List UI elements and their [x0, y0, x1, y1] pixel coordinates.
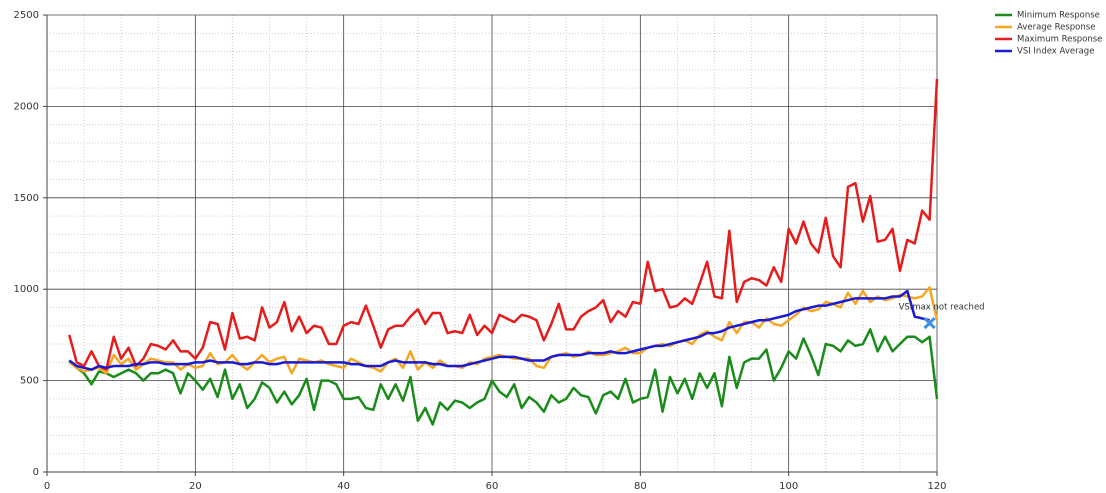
y-tick-label: 0: [33, 467, 39, 478]
x-tick-label: 0: [44, 481, 50, 492]
x-tick-label: 60: [486, 481, 499, 492]
y-tick-label: 1000: [14, 284, 39, 295]
vsimax-marker: [923, 316, 936, 330]
series-line: [68, 78, 939, 371]
legend-label: Minimum Response: [1017, 11, 1100, 21]
series-line: [68, 328, 939, 426]
y-tick-label: 2500: [14, 10, 39, 21]
x-tick-label: 20: [189, 481, 202, 492]
vsimax-label: VSImax not reached: [899, 303, 985, 313]
legend-label: Maximum Response: [1017, 35, 1102, 45]
series-line: [68, 289, 930, 371]
legend-label: Average Response: [1017, 23, 1095, 33]
y-tick-label: 500: [20, 376, 39, 387]
y-tick-label: 1500: [14, 193, 39, 204]
x-tick-label: 40: [337, 481, 350, 492]
x-tick-label: 100: [779, 481, 798, 492]
x-tick-label: 80: [634, 481, 647, 492]
series-line: [68, 286, 939, 375]
y-tick-label: 2000: [14, 101, 39, 112]
legend-label: VSI Index Average: [1017, 47, 1094, 57]
x-tick-label: 120: [927, 481, 946, 492]
